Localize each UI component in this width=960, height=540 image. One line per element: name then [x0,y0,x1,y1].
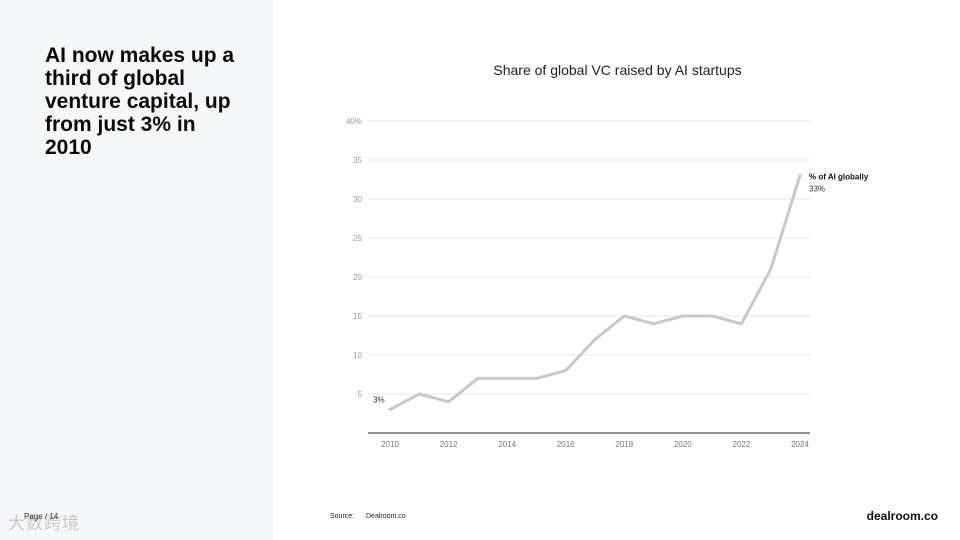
y-tick-label: 30 [353,195,362,204]
y-tick-label: 20 [353,273,362,282]
x-tick-label: 2018 [615,440,633,449]
x-tick-label: 2022 [733,440,751,449]
chart-title: Share of global VC raised by AI startups [493,62,742,78]
source-label: Source: [330,513,355,520]
x-tick-label: 2014 [498,440,516,449]
watermark: 大数跨境 [8,514,80,533]
y-tick-label: 25 [353,234,362,243]
brand-logo: dealroom.co [866,509,938,523]
x-tick-label: 2020 [674,440,692,449]
source-value: Dealroom.co [366,513,406,520]
x-tick-label: 2012 [440,440,458,449]
start-value-label: 3% [373,396,385,405]
x-tick-label: 2024 [791,440,809,449]
y-tick-label: 40% [346,117,362,126]
y-tick-label: 35 [353,156,362,165]
series-name-label: % of AI globally [809,173,869,182]
page-number: Page / 14 [24,512,59,521]
end-value-label: 33% [809,185,825,194]
y-tick-label: 15 [353,312,362,321]
headline: AI now makes up a third of global ventur… [45,44,235,159]
x-tick-label: 2010 [381,440,399,449]
series-line [388,174,802,412]
y-tick-label: 10 [353,351,362,360]
left-panel [0,0,273,540]
y-tick-label: 5 [358,390,363,399]
x-tick-label: 2016 [557,440,575,449]
